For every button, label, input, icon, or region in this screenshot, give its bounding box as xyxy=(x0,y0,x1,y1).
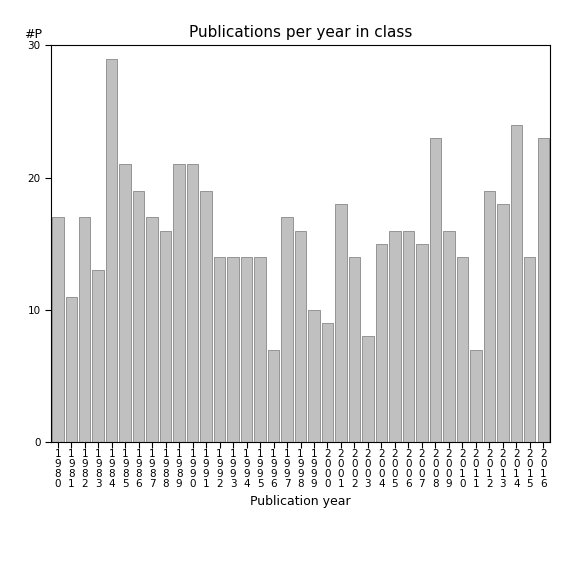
Bar xyxy=(120,164,131,442)
Bar xyxy=(362,336,374,442)
Bar xyxy=(214,257,225,442)
Bar xyxy=(187,164,198,442)
Bar xyxy=(255,257,266,442)
Bar xyxy=(200,191,212,442)
Bar xyxy=(241,257,252,442)
Bar xyxy=(538,138,549,442)
Bar xyxy=(376,244,387,442)
Bar xyxy=(349,257,360,442)
Bar xyxy=(308,310,320,442)
Bar xyxy=(416,244,428,442)
Title: Publications per year in class: Publications per year in class xyxy=(189,25,412,40)
Bar xyxy=(268,350,280,442)
Bar xyxy=(52,217,64,442)
Bar xyxy=(106,58,117,442)
Bar xyxy=(335,204,346,442)
Bar xyxy=(510,125,522,442)
Bar xyxy=(146,217,158,442)
Bar xyxy=(79,217,91,442)
Bar xyxy=(470,350,481,442)
Bar xyxy=(174,164,185,442)
X-axis label: Publication year: Publication year xyxy=(250,495,351,508)
Bar xyxy=(321,323,333,442)
Bar xyxy=(389,231,401,442)
Bar xyxy=(66,297,77,442)
Bar xyxy=(403,231,414,442)
Y-axis label: #P: #P xyxy=(24,28,41,41)
Bar xyxy=(497,204,509,442)
Bar xyxy=(133,191,145,442)
Bar xyxy=(456,257,468,442)
Bar xyxy=(484,191,495,442)
Bar xyxy=(227,257,239,442)
Bar xyxy=(295,231,306,442)
Bar xyxy=(160,231,171,442)
Bar xyxy=(430,138,441,442)
Bar xyxy=(92,270,104,442)
Bar xyxy=(524,257,535,442)
Bar xyxy=(443,231,455,442)
Bar xyxy=(281,217,293,442)
